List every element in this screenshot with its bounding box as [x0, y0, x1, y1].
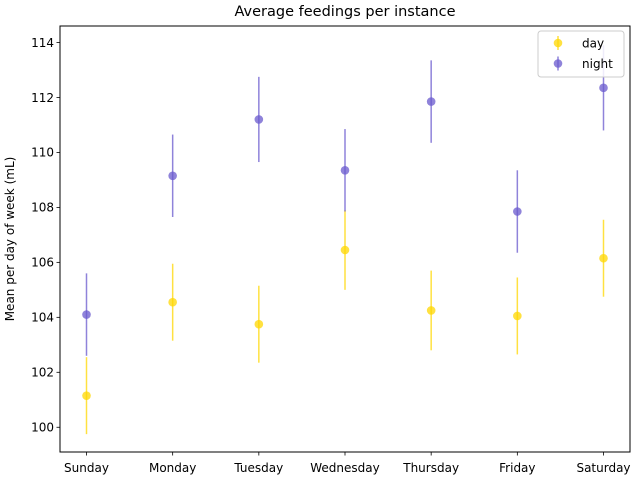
legend-item-day: day [553, 36, 604, 50]
y-tick-label: 104 [31, 311, 54, 325]
x-tick-label: Saturday [576, 461, 630, 475]
x-tick-label: Wednesday [310, 461, 379, 475]
y-tick-label: 110 [31, 146, 54, 160]
y-tick-label: 114 [31, 36, 54, 50]
legend-point-marker [553, 38, 563, 48]
series-day [82, 210, 608, 435]
legend-label: day [582, 36, 604, 50]
series-night [82, 45, 608, 356]
data-point [82, 391, 91, 400]
data-point [340, 165, 350, 175]
plot-area [82, 45, 608, 435]
y-tick-label: 106 [31, 256, 54, 270]
y-tick-label: 102 [31, 366, 54, 380]
data-point [513, 207, 522, 216]
data-point [426, 97, 436, 106]
x-tick-label: Sunday [64, 461, 109, 475]
data-point [168, 171, 177, 181]
y-tick-label: 100 [31, 421, 54, 435]
y-axis-label: Mean per day of week (mL) [3, 157, 17, 322]
chart-title: Average feedings per instance [234, 4, 455, 20]
x-tick-label: Tuesday [233, 461, 283, 475]
data-point [254, 319, 264, 329]
data-point [82, 310, 91, 319]
x-tick-label: Friday [499, 461, 535, 475]
y-tick-label: 108 [31, 201, 54, 215]
y-tick-label: 112 [31, 91, 54, 105]
legend: day night [537, 30, 625, 78]
legend-label: night [582, 57, 613, 71]
y-axis: 100 102 104 106 108 110 112 114 [31, 36, 60, 435]
x-tick-label: Monday [149, 461, 196, 475]
data-point [513, 311, 522, 321]
data-point [599, 253, 608, 263]
x-tick-label: Thursday [402, 461, 459, 475]
legend-point-marker [553, 59, 563, 68]
data-point [254, 115, 264, 124]
data-point [168, 297, 177, 307]
x-axis: Sunday Monday Tuesday Wednesday Thursday Frid… [64, 452, 631, 475]
legend-item-night: night [553, 56, 613, 71]
data-point [426, 306, 436, 315]
data-point [599, 83, 608, 93]
data-point [340, 245, 350, 255]
